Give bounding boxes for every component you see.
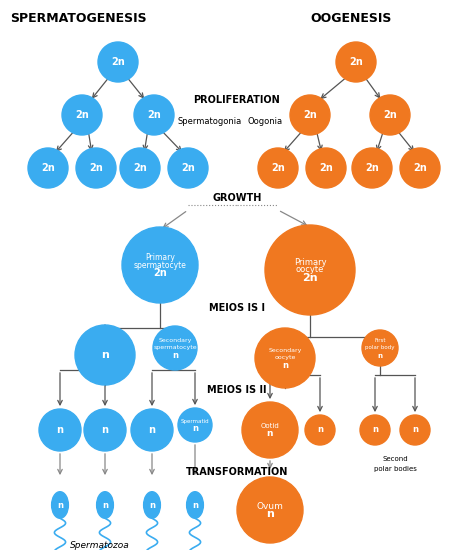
Text: n: n xyxy=(372,426,378,434)
Text: n: n xyxy=(412,426,418,434)
Circle shape xyxy=(168,148,208,188)
Ellipse shape xyxy=(52,492,68,518)
Text: Secondary: Secondary xyxy=(158,338,191,343)
Text: 2n: 2n xyxy=(89,163,103,173)
Text: Primary: Primary xyxy=(294,258,326,267)
Text: Second: Second xyxy=(382,456,408,462)
Text: Oogonia: Oogonia xyxy=(247,118,283,127)
Text: n: n xyxy=(56,425,64,435)
Circle shape xyxy=(306,148,346,188)
Text: oocyte: oocyte xyxy=(274,355,296,360)
Text: spermatocyte: spermatocyte xyxy=(134,261,186,270)
Circle shape xyxy=(400,148,440,188)
Text: 2n: 2n xyxy=(41,163,55,173)
Text: n: n xyxy=(101,425,109,435)
Text: Ovum: Ovum xyxy=(256,502,283,510)
Circle shape xyxy=(258,148,298,188)
Text: Spermatid: Spermatid xyxy=(181,419,210,424)
Text: n: n xyxy=(266,509,274,519)
Text: n: n xyxy=(267,430,273,438)
Text: 2n: 2n xyxy=(181,163,195,173)
Text: TRANSFORMATION: TRANSFORMATION xyxy=(186,467,288,477)
Circle shape xyxy=(131,409,173,451)
Circle shape xyxy=(62,95,102,135)
Text: n: n xyxy=(282,361,288,370)
Circle shape xyxy=(336,42,376,82)
Circle shape xyxy=(360,415,390,445)
Text: 2n: 2n xyxy=(153,268,167,278)
Text: n: n xyxy=(192,500,198,509)
Circle shape xyxy=(134,95,174,135)
Text: MEIOS IS I: MEIOS IS I xyxy=(209,303,265,313)
Text: 2n: 2n xyxy=(383,110,397,120)
Circle shape xyxy=(290,95,330,135)
Text: 2n: 2n xyxy=(302,273,318,283)
Text: Spermatozoa: Spermatozoa xyxy=(70,541,130,549)
Circle shape xyxy=(28,148,68,188)
Text: Secondary: Secondary xyxy=(268,348,301,353)
Circle shape xyxy=(122,227,198,303)
Text: 2n: 2n xyxy=(349,57,363,67)
Text: First: First xyxy=(374,338,386,343)
Text: 2n: 2n xyxy=(365,163,379,173)
Circle shape xyxy=(76,148,116,188)
Text: 2n: 2n xyxy=(111,57,125,67)
Circle shape xyxy=(98,42,138,82)
Text: SPERMATOGENESIS: SPERMATOGENESIS xyxy=(10,12,146,25)
Circle shape xyxy=(153,326,197,370)
Circle shape xyxy=(237,477,303,543)
Circle shape xyxy=(255,328,315,388)
Circle shape xyxy=(39,409,81,451)
Text: 2n: 2n xyxy=(271,163,285,173)
Text: MEIOS IS II: MEIOS IS II xyxy=(207,385,267,395)
Text: n: n xyxy=(377,353,383,359)
Text: Spermatogonia: Spermatogonia xyxy=(178,118,242,127)
Text: n: n xyxy=(101,350,109,360)
Text: Primary: Primary xyxy=(145,253,175,262)
Text: PROLIFERATION: PROLIFERATION xyxy=(193,95,281,105)
Text: 2n: 2n xyxy=(319,163,333,173)
Circle shape xyxy=(265,225,355,315)
Text: n: n xyxy=(149,500,155,509)
Circle shape xyxy=(352,148,392,188)
Circle shape xyxy=(75,325,135,385)
Circle shape xyxy=(120,148,160,188)
Text: n: n xyxy=(57,500,63,509)
Circle shape xyxy=(370,95,410,135)
Text: polar body: polar body xyxy=(365,345,395,350)
Ellipse shape xyxy=(187,492,203,518)
Text: GROWTH: GROWTH xyxy=(212,193,262,203)
Circle shape xyxy=(362,330,398,366)
Circle shape xyxy=(178,408,212,442)
Text: 2n: 2n xyxy=(133,163,147,173)
Circle shape xyxy=(242,402,298,458)
Text: n: n xyxy=(148,425,155,435)
Circle shape xyxy=(305,415,335,445)
Text: spermatocyte: spermatocyte xyxy=(153,345,197,350)
Text: 2n: 2n xyxy=(147,110,161,120)
Text: 2n: 2n xyxy=(413,163,427,173)
Ellipse shape xyxy=(97,492,113,518)
Circle shape xyxy=(84,409,126,451)
Text: n: n xyxy=(172,351,178,360)
Text: 2n: 2n xyxy=(75,110,89,120)
Text: OOGENESIS: OOGENESIS xyxy=(310,12,392,25)
Text: polar bodies: polar bodies xyxy=(374,466,417,472)
Text: n: n xyxy=(102,500,108,509)
Text: Ootid: Ootid xyxy=(261,423,279,429)
Text: 2n: 2n xyxy=(303,110,317,120)
Text: oocyte: oocyte xyxy=(296,266,324,274)
Text: n: n xyxy=(317,426,323,434)
Ellipse shape xyxy=(144,492,160,518)
Circle shape xyxy=(400,415,430,445)
Text: n: n xyxy=(192,425,198,433)
